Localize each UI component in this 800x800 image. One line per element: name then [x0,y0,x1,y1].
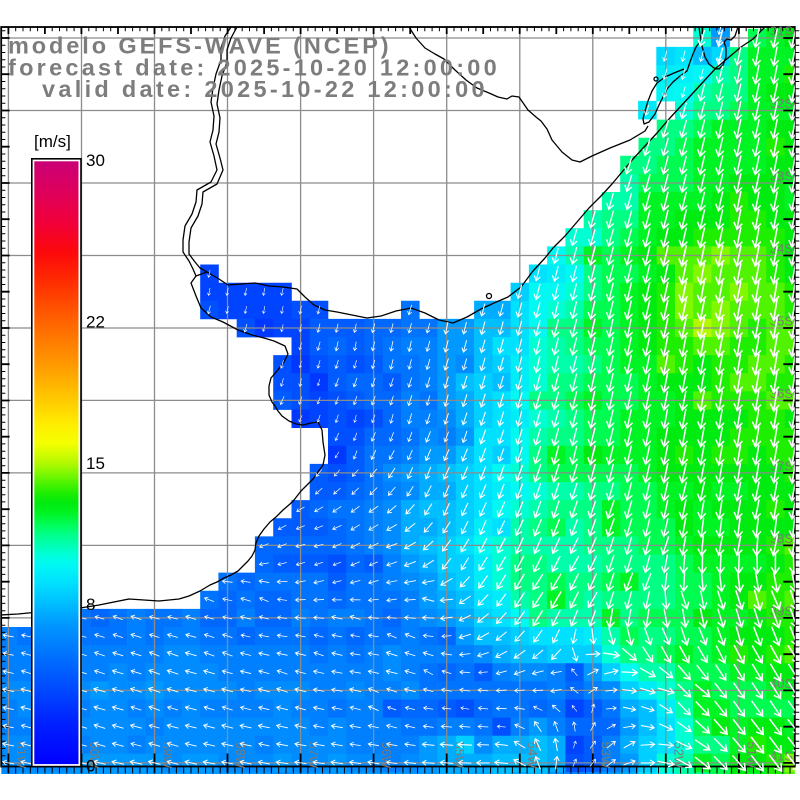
svg-text:55W: 55W [452,742,467,769]
svg-text:59W: 59W [160,742,175,769]
svg-text:57W: 57W [306,742,321,769]
svg-text:53W: 53W [598,742,613,769]
svg-text:15: 15 [86,454,105,473]
svg-text:22: 22 [86,313,105,332]
svg-text:61W: 61W [14,742,29,769]
svg-text:58W: 58W [233,742,248,769]
svg-text:8: 8 [86,595,95,614]
svg-text:modelo GEFS-WAVE (NCEP): modelo GEFS-WAVE (NCEP) [8,33,392,59]
svg-text:31S: 31S [770,24,793,39]
svg-text:forecast date: 2025-10-20 12:0: forecast date: 2025-10-20 12:00:00 [8,55,500,81]
svg-text:0: 0 [86,757,95,776]
svg-text:41S: 41S [770,748,793,763]
svg-text:40S: 40S [770,676,793,691]
svg-text:56W: 56W [379,742,394,769]
svg-text:54W: 54W [525,742,540,769]
svg-text:[m/s]: [m/s] [34,132,71,151]
svg-text:30: 30 [86,151,105,170]
svg-text:valid date: 2025-10-22 12:00:0: valid date: 2025-10-22 12:00:00 [42,76,488,102]
